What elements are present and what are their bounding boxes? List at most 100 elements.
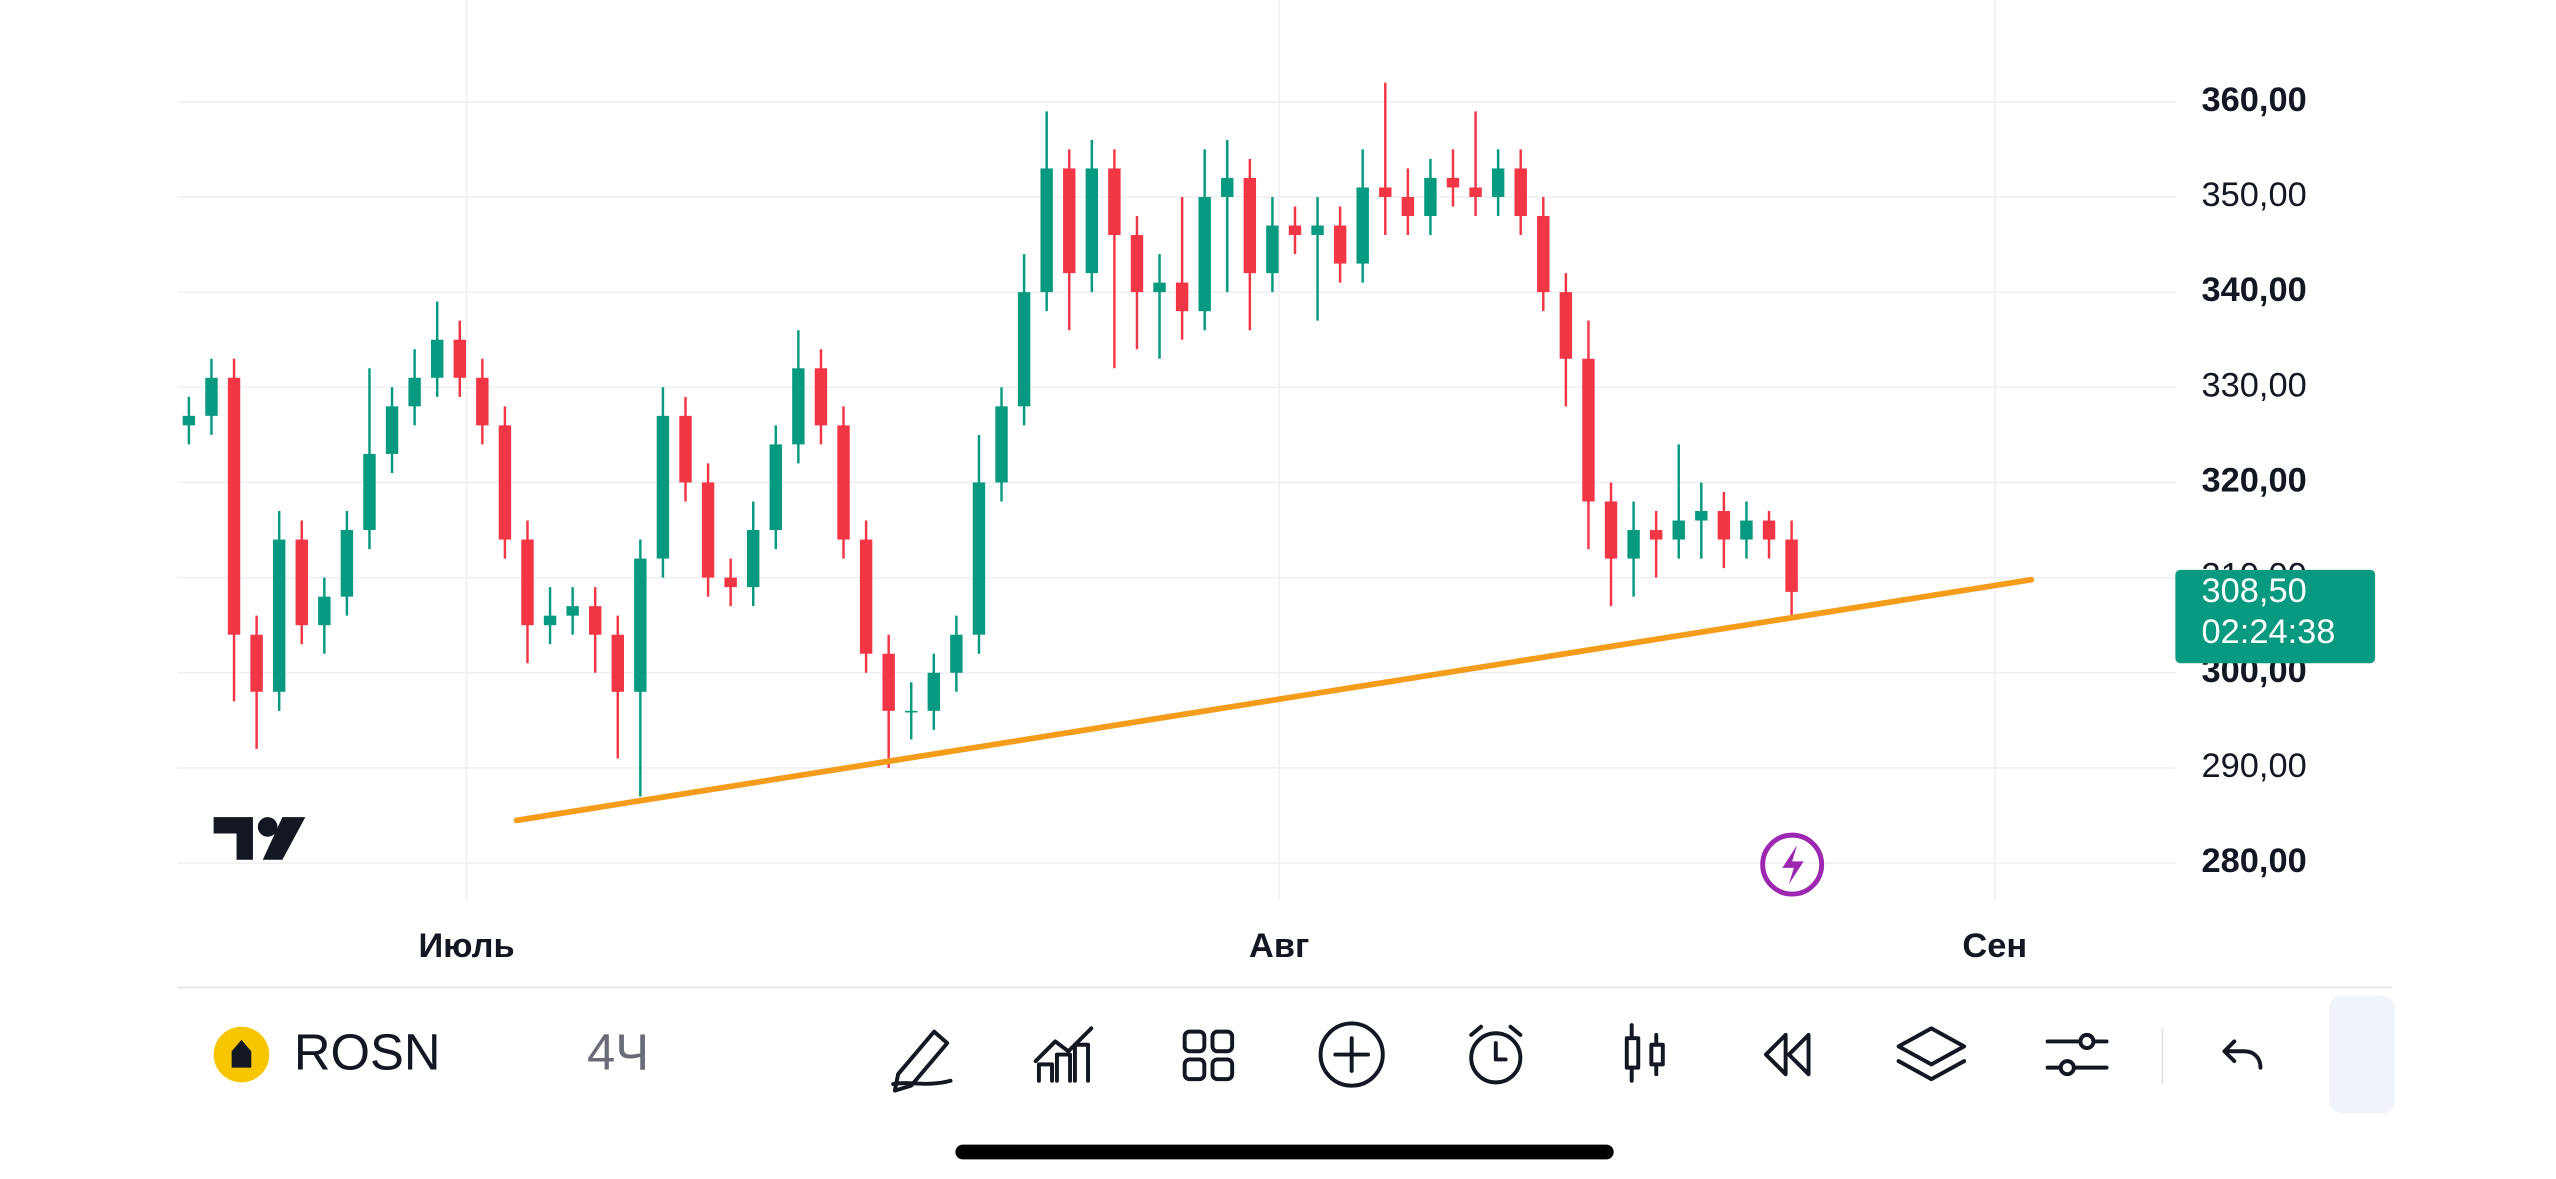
candle-body bbox=[701, 482, 715, 578]
trend-line[interactable] bbox=[513, 576, 2035, 824]
candle-body bbox=[1559, 292, 1573, 359]
y-tick-label: 280,00 bbox=[2202, 842, 2307, 880]
candle-body bbox=[1108, 168, 1121, 236]
tradingview-logo bbox=[213, 817, 306, 860]
candle-body bbox=[1649, 530, 1663, 540]
candle-body bbox=[1514, 168, 1527, 217]
candle-body bbox=[792, 368, 805, 445]
y-tick-label: 340,00 bbox=[2202, 271, 2307, 309]
candle-body bbox=[1627, 530, 1640, 559]
candle-body bbox=[1695, 511, 1708, 521]
interval[interactable]: 4Ч bbox=[587, 1024, 649, 1081]
candle-body bbox=[1175, 282, 1189, 312]
home-indicator bbox=[955, 1144, 1614, 1160]
symbol-button[interactable]: ROSN bbox=[213, 1024, 441, 1083]
y-tick-label: 330,00 bbox=[2202, 366, 2307, 404]
candle-body bbox=[1491, 168, 1505, 197]
countdown: 02:24:38 bbox=[2202, 613, 2336, 651]
candle-body bbox=[566, 606, 579, 616]
candle-body bbox=[882, 653, 895, 711]
candle-body bbox=[1672, 520, 1685, 540]
draw-tool[interactable] bbox=[891, 1029, 953, 1093]
candle-body bbox=[927, 672, 941, 711]
candle-body bbox=[1582, 358, 1595, 502]
candle-body bbox=[543, 615, 557, 626]
candle-body bbox=[408, 377, 421, 407]
candle-body bbox=[1153, 282, 1166, 293]
candle-body bbox=[1785, 539, 1798, 592]
candle-body bbox=[250, 634, 263, 692]
candle-body bbox=[769, 444, 783, 531]
candle-body bbox=[747, 530, 760, 588]
candle-body bbox=[476, 377, 489, 426]
more-button[interactable] bbox=[2329, 995, 2395, 1114]
candle-body bbox=[1401, 196, 1415, 217]
symbol: ROSN bbox=[294, 1024, 441, 1081]
candle-body bbox=[1243, 177, 1257, 274]
candle-body bbox=[837, 425, 850, 540]
indicators[interactable] bbox=[1033, 1026, 1094, 1083]
candle-body bbox=[1424, 177, 1437, 217]
candle-body bbox=[1221, 177, 1234, 197]
candle-body bbox=[363, 453, 376, 531]
candle-body bbox=[430, 339, 444, 378]
lightning-icon[interactable] bbox=[1760, 832, 1825, 897]
candle-body bbox=[453, 339, 466, 378]
candle-body bbox=[1537, 216, 1550, 293]
candle-body bbox=[905, 710, 918, 713]
candle-body bbox=[1762, 520, 1776, 540]
price-badge bbox=[2175, 569, 2376, 664]
layers[interactable] bbox=[1896, 1026, 1967, 1082]
add[interactable] bbox=[1318, 1021, 1385, 1088]
candle-body bbox=[182, 415, 196, 426]
candle-body bbox=[1063, 168, 1076, 274]
candle-body bbox=[1356, 187, 1369, 264]
chart-type[interactable] bbox=[1624, 1023, 1665, 1083]
candle-body bbox=[972, 482, 986, 635]
y-tick-label: 290,00 bbox=[2202, 747, 2307, 785]
candle-body bbox=[1040, 168, 1053, 293]
candle-body bbox=[498, 425, 512, 540]
alert[interactable] bbox=[1469, 1024, 1523, 1085]
candle-body bbox=[295, 539, 308, 626]
candle-body bbox=[318, 596, 331, 626]
candle-body bbox=[1446, 177, 1460, 188]
candle-body bbox=[656, 415, 670, 559]
layouts[interactable] bbox=[1182, 1029, 1235, 1082]
undo[interactable] bbox=[2222, 1039, 2263, 1070]
x-tick-label: Сен bbox=[1962, 927, 2027, 965]
candle-body bbox=[1288, 225, 1302, 236]
candles bbox=[182, 82, 1798, 797]
candle-body bbox=[1266, 225, 1279, 274]
last-price: 308,50 bbox=[2202, 572, 2307, 610]
candle-body bbox=[272, 539, 286, 692]
candle-body bbox=[1017, 292, 1031, 407]
candle-body bbox=[1311, 225, 1324, 236]
candle-body bbox=[995, 406, 1008, 483]
candle-body bbox=[1604, 501, 1618, 559]
candle-body bbox=[521, 539, 534, 626]
candle-body bbox=[950, 634, 963, 673]
candle-body bbox=[1379, 187, 1392, 197]
candle-body bbox=[1717, 511, 1731, 540]
candle-body bbox=[679, 415, 692, 483]
candle-body bbox=[1198, 196, 1211, 312]
candle-body bbox=[634, 558, 647, 692]
settings[interactable] bbox=[2045, 1032, 2109, 1077]
candle-body bbox=[814, 368, 828, 426]
candle-body bbox=[724, 577, 737, 588]
candle-body bbox=[1333, 225, 1347, 264]
x-tick-label: Авг bbox=[1249, 927, 1309, 965]
replay[interactable] bbox=[1764, 1032, 1811, 1077]
candle-body bbox=[205, 377, 218, 416]
candle-body bbox=[1740, 520, 1753, 540]
y-tick-label: 350,00 bbox=[2202, 176, 2307, 214]
candle-body bbox=[385, 406, 399, 454]
candle-body bbox=[589, 606, 602, 635]
candle-body bbox=[1085, 168, 1099, 274]
candle-body bbox=[1469, 187, 1482, 197]
y-tick-label: 320,00 bbox=[2202, 462, 2307, 500]
candle-body bbox=[611, 634, 624, 692]
